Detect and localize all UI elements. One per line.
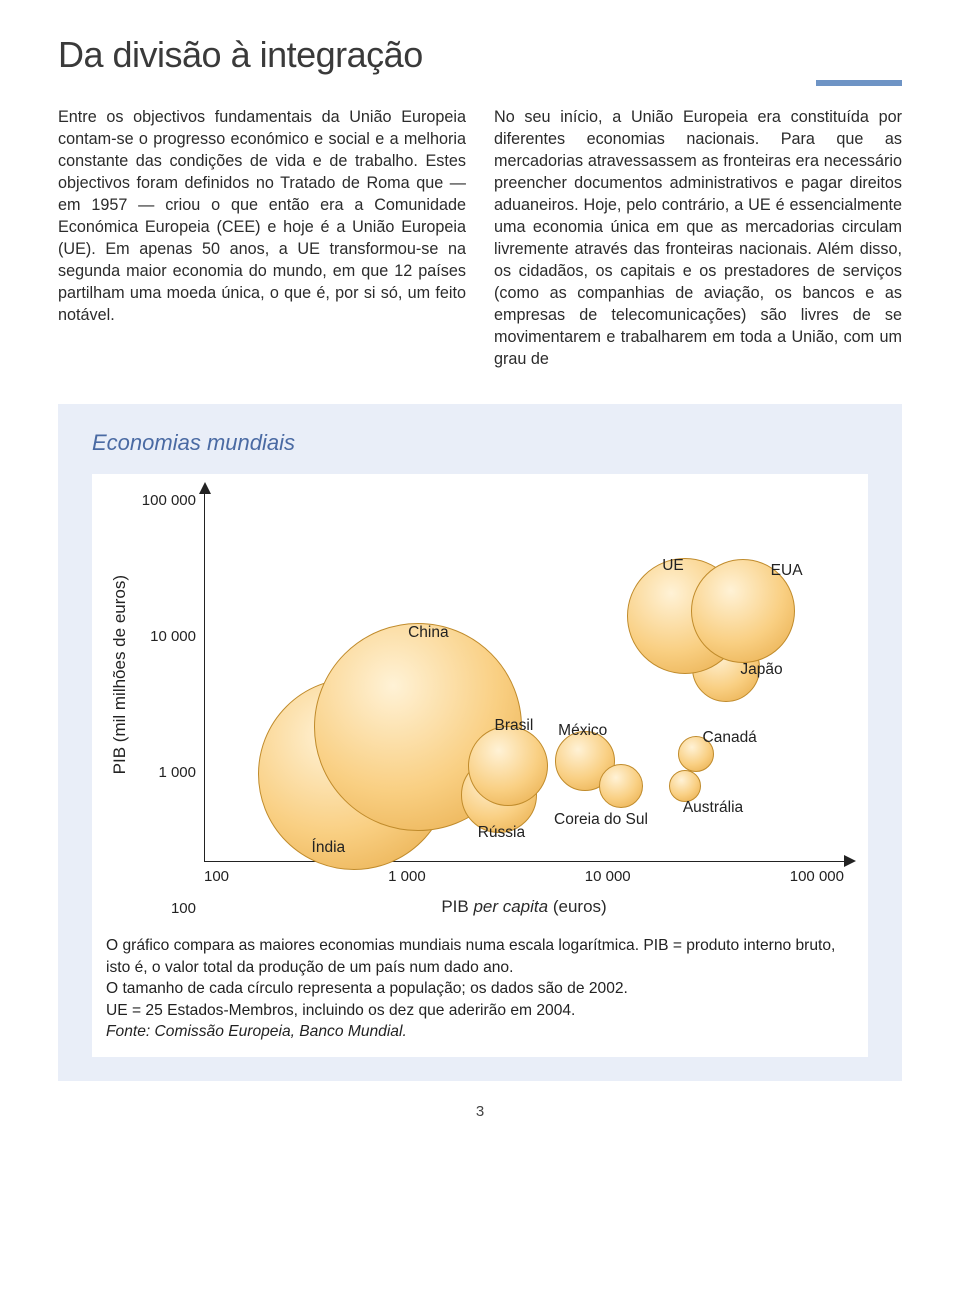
caption-source: Fonte: Comissão Europeia, Banco Mundial.	[106, 1021, 854, 1043]
page-number: 3	[58, 1103, 902, 1120]
x-tick: 100	[204, 868, 229, 885]
bubble-label-eua: EUA	[771, 562, 803, 580]
x-tick: 1 000	[388, 868, 426, 885]
x-axis-label-prefix: PIB	[441, 897, 473, 916]
y-tick: 10 000	[150, 628, 196, 645]
x-axis-label-suffix: (euros)	[548, 897, 607, 916]
y-axis-ticks: 100 000 10 000 1 000 100	[134, 492, 204, 917]
y-tick: 100 000	[142, 492, 196, 509]
caption-line-3: UE = 25 Estados-Membros, incluindo os de…	[106, 1000, 854, 1022]
x-axis-label-italic: per capita	[473, 897, 548, 916]
x-axis-label: PIB per capita (euros)	[204, 897, 844, 917]
plot-area: Índia China Rússia Brasil México Coreia do Su…	[204, 492, 844, 862]
x-tick: 10 000	[585, 868, 631, 885]
bubble-label-méxico: México	[558, 722, 607, 740]
caption-line-2: O tamanho de cada círculo representa a p…	[106, 978, 854, 1000]
bubble-label-china: China	[408, 624, 449, 642]
bubble-label-índia: Índia	[312, 839, 346, 857]
chart-container: Economias mundiais PIB (mil milhões de e…	[58, 404, 902, 1081]
page-title: Da divisão à integração	[58, 34, 902, 76]
bubble-label-coreia-do-sul: Coreia do Sul	[554, 811, 648, 829]
arrow-y-icon	[199, 482, 211, 494]
bubble-austrália	[669, 770, 701, 802]
bubble-label-brasil: Brasil	[495, 717, 534, 735]
x-axis-ticks: 100 1 000 10 000 100 000	[204, 868, 844, 885]
bubble-label-ue: UE	[662, 557, 684, 575]
bubble-label-japão: Japão	[740, 661, 782, 679]
bubble-label-canadá: Canadá	[703, 729, 757, 747]
chart-caption: O gráfico compara as maiores economias m…	[106, 935, 854, 1043]
chart-title: Economias mundiais	[92, 430, 868, 456]
column-1: Entre os objectivos fundamentais da Uniã…	[58, 106, 466, 370]
chart-panel: PIB (mil milhões de euros) 100 000 10 000…	[92, 474, 868, 1057]
caption-line-1: O gráfico compara as maiores economias m…	[106, 935, 854, 978]
bubble-label-austrália: Austrália	[683, 799, 743, 817]
accent-bar	[816, 80, 902, 86]
bubble-brasil	[468, 726, 548, 806]
body-columns: Entre os objectivos fundamentais da Uniã…	[58, 106, 902, 370]
y-axis-label: PIB (mil milhões de euros)	[106, 575, 134, 774]
column-2: No seu início, a União Europeia era cons…	[494, 106, 902, 370]
y-tick: 1 000	[158, 764, 196, 781]
arrow-x-icon	[844, 855, 856, 867]
x-tick: 100 000	[790, 868, 844, 885]
bubble-coreia-do-sul	[599, 764, 643, 808]
bubble-label-rússia: Rússia	[478, 824, 525, 842]
y-tick: 100	[171, 900, 196, 917]
